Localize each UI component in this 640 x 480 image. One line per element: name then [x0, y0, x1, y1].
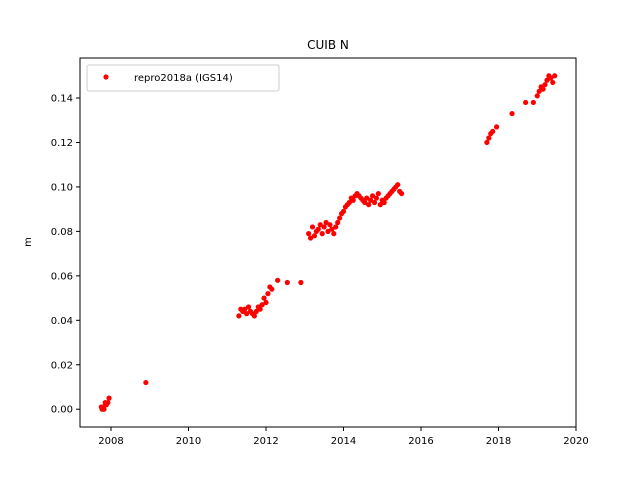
y-tick-label: 0.14: [51, 94, 73, 105]
x-tick-label: 2020: [563, 436, 588, 447]
data-point: [106, 395, 112, 401]
data-point: [542, 82, 548, 88]
data-point: [261, 295, 267, 301]
data-point: [493, 124, 500, 130]
data-point: [337, 215, 343, 221]
data-point: [251, 313, 257, 319]
x-tick-label: 2014: [331, 436, 356, 447]
data-point: [350, 197, 356, 203]
data-point: [333, 224, 339, 230]
data-point: [331, 231, 337, 237]
data-point: [325, 228, 331, 234]
y-tick-label: 0.00: [51, 405, 73, 416]
y-tick-label: 0.10: [51, 182, 73, 193]
data-point: [275, 277, 281, 283]
data-point: [340, 208, 347, 214]
y-tick-label: 0.06: [51, 271, 73, 282]
y-axis-ticks: 0.00 0.02 0.04 0.06 0.08 0.10 0.12 0.14: [51, 94, 80, 416]
data-point: [242, 306, 248, 312]
data-point: [540, 86, 546, 92]
data-point: [317, 222, 323, 228]
data-point: [548, 75, 554, 81]
data-point: [530, 99, 536, 106]
data-point: [269, 286, 275, 292]
data-point: [306, 231, 312, 237]
data-point: [236, 313, 242, 319]
data-point: [143, 379, 149, 386]
data-point: [484, 139, 490, 146]
data-point: [523, 99, 529, 106]
y-tick-label: 0.08: [51, 227, 73, 238]
data-point: [371, 199, 378, 206]
y-tick-label: 0.02: [51, 360, 73, 371]
data-point: [375, 190, 381, 197]
data-point: [284, 279, 290, 286]
x-tick-label: 2010: [176, 436, 201, 447]
legend-box: [86, 64, 280, 92]
data-point: [307, 235, 314, 241]
x-tick-label: 2018: [486, 436, 511, 447]
data-point: [368, 197, 374, 203]
y-tick-label: 0.12: [51, 138, 73, 149]
data-point: [534, 93, 540, 99]
data-point: [369, 193, 376, 199]
data-point: [399, 190, 405, 197]
data-point: [259, 302, 265, 308]
data-point: [298, 279, 304, 286]
data-point: [257, 306, 263, 312]
plot-area: [79, 57, 577, 428]
data-point: [319, 231, 325, 237]
data-point: [346, 199, 352, 206]
data-point: [244, 311, 250, 317]
data-point: [490, 128, 496, 134]
x-axis-ticks: 2008 2010 2012 2014 2016 2018 2020: [98, 427, 589, 447]
data-point: [315, 226, 321, 232]
data-point: [509, 110, 515, 117]
data-point: [377, 202, 383, 208]
data-point: [253, 308, 259, 315]
data-point: [486, 135, 492, 141]
data-point: [364, 195, 370, 201]
data-point: [265, 291, 271, 297]
data-point: [329, 226, 335, 232]
data-point: [309, 224, 316, 230]
data-point: [536, 88, 542, 94]
data-point: [101, 406, 107, 412]
data-point: [323, 219, 329, 226]
chart-title: CUIB N: [307, 38, 349, 52]
data-points: [98, 73, 558, 412]
x-tick-label: 2012: [253, 436, 278, 447]
data-point: [245, 304, 252, 310]
data-point: [395, 182, 401, 188]
data-point: [550, 79, 556, 86]
data-point: [373, 195, 380, 201]
data-point: [327, 222, 333, 228]
data-point: [321, 224, 327, 230]
y-tick-label: 0.04: [51, 316, 73, 327]
data-point: [381, 199, 387, 206]
legend-marker: [103, 74, 109, 80]
data-point: [263, 299, 269, 306]
data-point: [311, 233, 318, 239]
data-point: [105, 399, 111, 406]
legend-label: repro2018a (IGS14): [134, 73, 233, 84]
x-tick-label: 2016: [408, 436, 433, 447]
data-point: [366, 202, 372, 208]
data-point: [335, 219, 341, 226]
legend: repro2018a (IGS14): [86, 64, 280, 92]
data-point: [544, 77, 550, 83]
data-point: [552, 73, 558, 79]
y-axis-label: m: [23, 237, 34, 247]
data-point: [362, 199, 368, 206]
x-tick-label: 2008: [98, 436, 123, 447]
